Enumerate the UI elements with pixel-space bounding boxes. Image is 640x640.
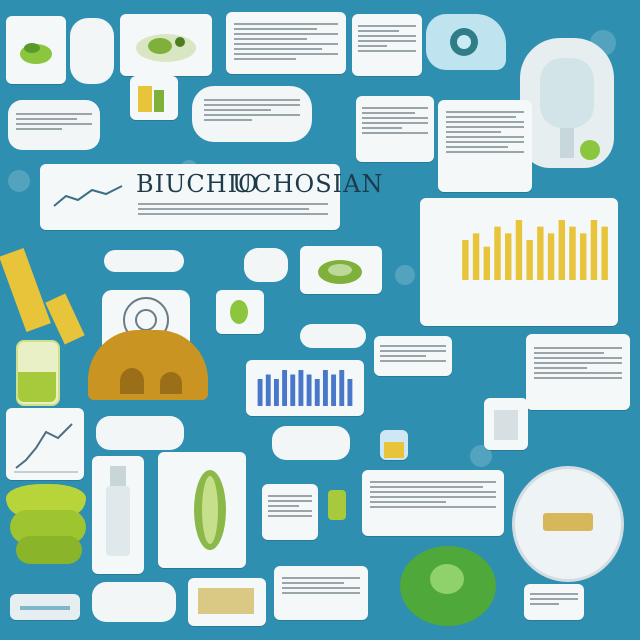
text-document <box>374 336 452 376</box>
blue-bar-chart <box>257 370 353 406</box>
bubble <box>8 170 30 192</box>
chart-bar <box>306 374 312 406</box>
text-note <box>244 248 288 282</box>
text-document <box>188 578 266 626</box>
rock-hole <box>160 372 182 394</box>
yellow-pencil <box>45 293 85 345</box>
text-note <box>92 582 176 622</box>
chart-bar <box>273 379 279 406</box>
yellow-bar-chart <box>462 220 608 280</box>
chart-bar <box>537 226 544 280</box>
glass-object <box>426 14 506 70</box>
leaf-illustration-card <box>6 16 66 84</box>
flask-card <box>380 430 408 460</box>
bottle-sculpture <box>520 38 614 168</box>
banner-title-left: BIUCHIO <box>136 170 259 198</box>
chart-bar <box>494 226 501 280</box>
jar-liquid <box>18 372 56 402</box>
chart-bar <box>601 226 608 280</box>
chart-bar <box>265 374 271 406</box>
rock-object <box>88 330 208 400</box>
text-document <box>438 100 532 192</box>
leaf-icon <box>20 43 52 64</box>
banner-title-right: UCHOSIAN <box>232 170 384 198</box>
chart-bar <box>515 220 523 280</box>
text-note <box>8 100 100 150</box>
chart-bar <box>483 246 490 280</box>
chart-bar <box>472 233 480 280</box>
chart-bar <box>339 370 345 406</box>
corn-illustration-card <box>158 452 246 568</box>
frog-illustration-card <box>120 14 212 76</box>
text-note <box>300 324 366 348</box>
photo-card <box>216 290 264 334</box>
chart-document <box>356 96 434 162</box>
chart-bar <box>462 240 469 280</box>
chart-bar <box>322 370 328 406</box>
yellow-pencil <box>0 247 51 333</box>
green-bottle <box>328 490 346 520</box>
line-chart-icon <box>14 423 78 473</box>
chart-bar <box>580 233 587 280</box>
bottle-icon <box>540 58 600 160</box>
device-card <box>484 398 528 450</box>
shell-icon <box>450 28 478 56</box>
chart-bar <box>314 379 320 406</box>
text-document <box>526 334 630 410</box>
title-banner: BIUCHIO UCHOSIAN <box>40 164 382 230</box>
text-note <box>104 250 184 272</box>
bottle-card <box>92 456 144 574</box>
blue-bar-chart-card <box>246 360 364 416</box>
chart-bar <box>331 374 337 406</box>
line-chart-icon <box>53 185 123 207</box>
chart-document <box>362 470 504 536</box>
corn-icon <box>194 470 226 550</box>
chart-bar <box>282 370 288 406</box>
turtle-icon <box>318 260 362 284</box>
rock-hole <box>120 368 144 394</box>
bubble <box>395 265 415 285</box>
chart-bar <box>558 220 565 280</box>
text-note <box>192 86 312 142</box>
chart-bar <box>505 233 512 280</box>
text-note <box>70 18 114 84</box>
green-cabbage <box>400 546 496 626</box>
graph-card <box>6 408 84 480</box>
text-note <box>272 426 350 460</box>
chart-bar <box>257 379 263 406</box>
text-document <box>274 566 368 620</box>
photo-card <box>130 76 178 120</box>
round-plate <box>512 466 624 582</box>
chart-bar <box>290 374 296 406</box>
chart-bar <box>347 379 353 406</box>
text-note <box>96 416 184 450</box>
green-object-card <box>300 246 382 294</box>
chart-bar <box>298 370 304 406</box>
chart-bar <box>590 220 598 280</box>
green-bowl <box>16 536 82 564</box>
text-document <box>262 484 318 540</box>
chart-bar <box>569 226 576 280</box>
text-document <box>524 584 584 620</box>
chart-bar <box>526 240 533 280</box>
chart-bar <box>547 233 555 280</box>
label-card <box>10 594 80 620</box>
bubble <box>470 445 492 467</box>
text-document <box>352 14 422 76</box>
yellow-bar-chart-card <box>420 198 618 326</box>
text-document <box>226 12 346 74</box>
frog-icon <box>136 34 196 62</box>
